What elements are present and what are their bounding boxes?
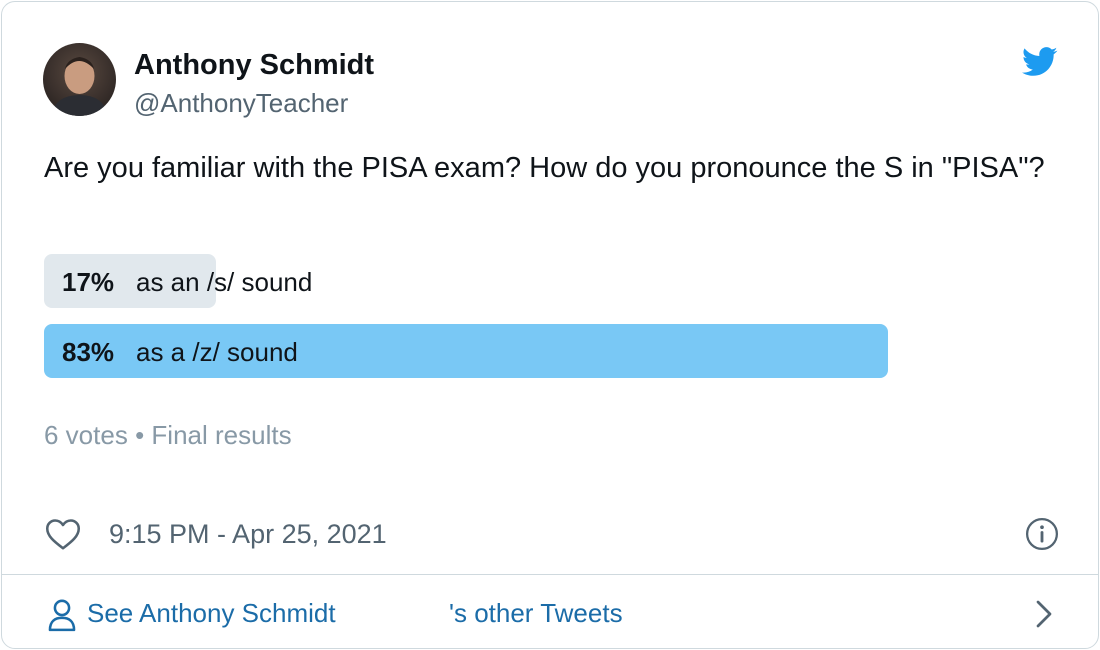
poll-percent: 17% <box>62 267 115 297</box>
poll-bar-winner <box>44 324 888 378</box>
tweet-text: Are you familiar with the PISA exam? How… <box>44 152 1045 184</box>
person-icon <box>48 599 76 632</box>
chevron-right-icon[interactable] <box>1032 599 1056 629</box>
poll-option-label: as an /s/ sound <box>136 267 313 297</box>
poll-separator: • <box>135 420 145 450</box>
twitter-bird-icon[interactable] <box>1022 46 1058 78</box>
info-icon[interactable] <box>1025 517 1059 551</box>
footer-suffix[interactable]: 's other Tweets <box>449 598 623 628</box>
see-other-tweets-link[interactable]: See Anthony Schmidt 's other Tweets <box>47 596 647 632</box>
footer-author-name[interactable]: See Anthony Schmidt <box>87 598 336 628</box>
author-name[interactable]: Anthony Schmidt <box>134 49 375 81</box>
poll-bar <box>44 254 216 308</box>
avatar[interactable] <box>43 43 116 116</box>
poll-percent: 83% <box>62 337 115 367</box>
divider <box>2 574 1098 575</box>
poll-option: 83% as a /z/ sound <box>44 324 1058 378</box>
avatar-photo <box>51 57 108 116</box>
poll-status: Final results <box>151 420 292 450</box>
heart-icon[interactable] <box>45 517 81 551</box>
poll-option: 17% as an /s/ sound <box>44 254 1058 308</box>
poll-votes: 6 votes <box>44 420 128 450</box>
poll-meta: 6 votes • Final results <box>44 420 292 451</box>
poll-option-label: as a /z/ sound <box>136 337 298 367</box>
author-handle[interactable]: @AnthonyTeacher <box>134 88 349 118</box>
tweet-timestamp[interactable]: 9:15 PM - Apr 25, 2021 <box>109 519 387 549</box>
